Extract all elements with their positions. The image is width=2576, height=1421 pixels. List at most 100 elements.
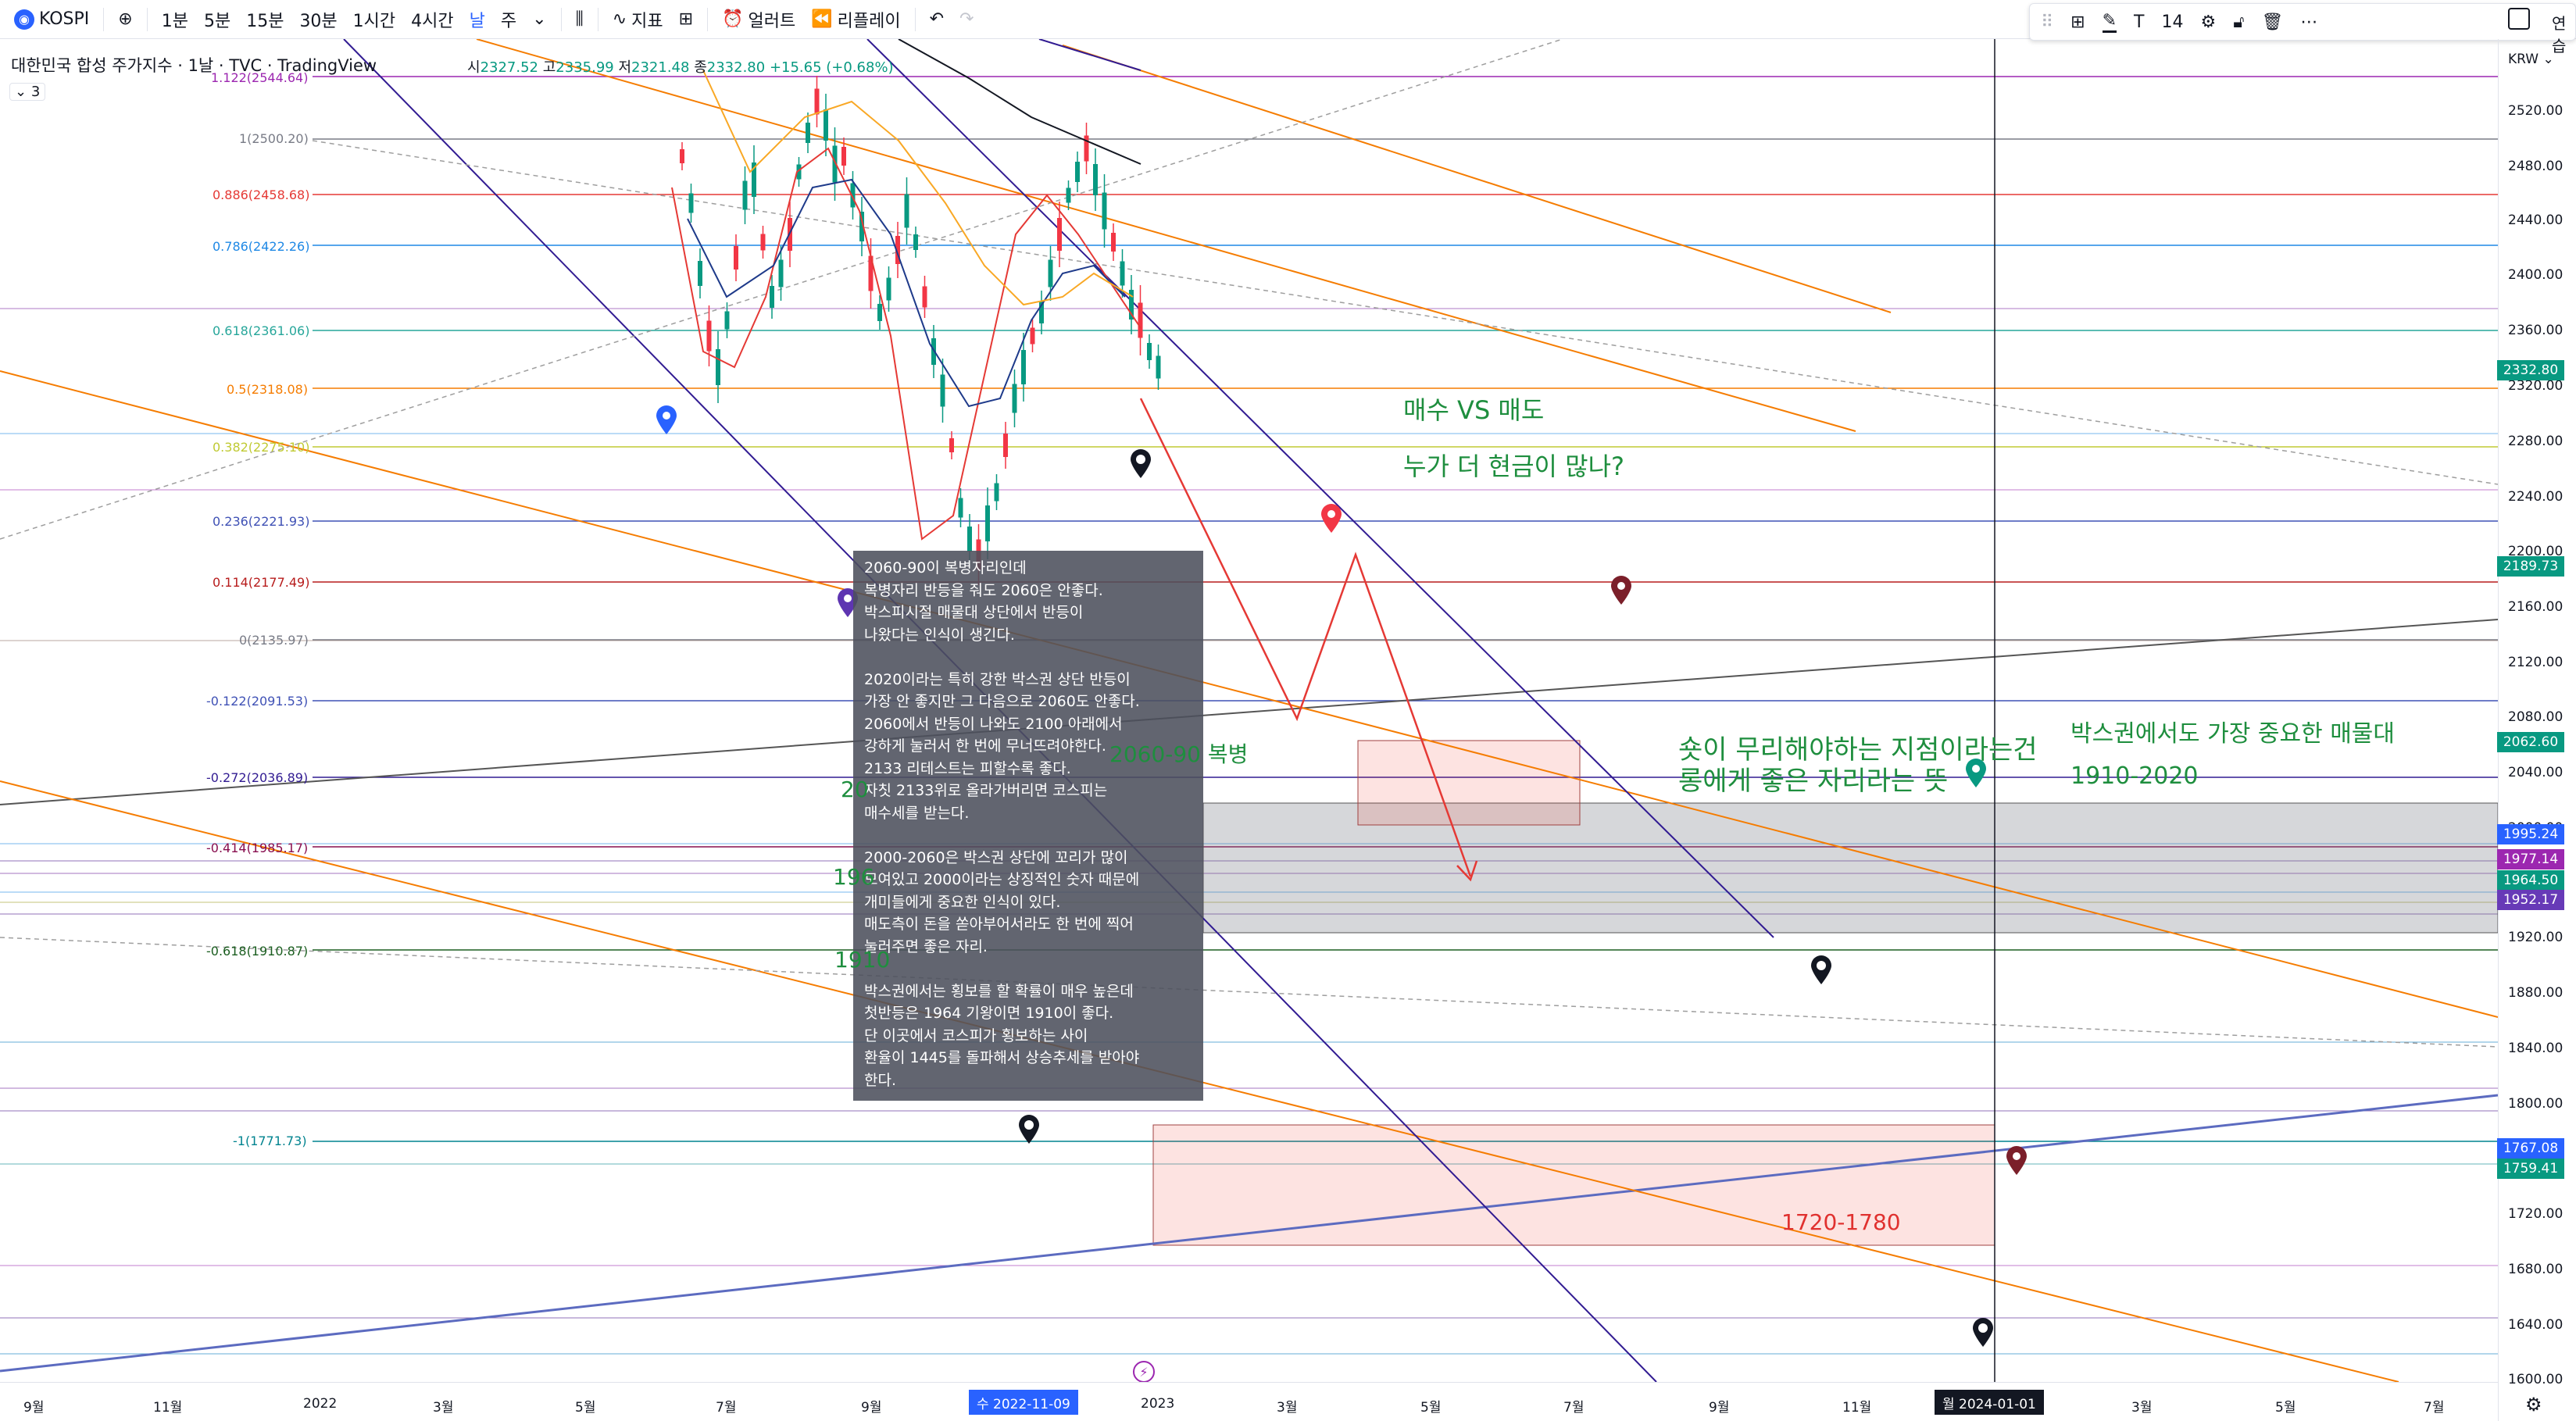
text-icon[interactable]: T xyxy=(2134,12,2145,32)
open-label: 시 xyxy=(467,59,481,76)
annotation-ambush-zone[interactable]: 2060-90 복병 xyxy=(1109,741,1249,767)
interval-day[interactable]: 날 xyxy=(469,11,485,31)
alerts-button[interactable]: ⏰ 얼러트 xyxy=(714,7,803,32)
toolbar-divider xyxy=(707,7,709,31)
interval-1m[interactable]: 1분 xyxy=(161,11,188,31)
trash-icon[interactable]: 🗑︎ xyxy=(2261,12,2284,32)
templates-button[interactable]: ⊞ xyxy=(671,9,701,29)
candle-body xyxy=(1039,302,1044,323)
time-axis-label: 9월 xyxy=(23,1400,45,1416)
pencil-color-icon[interactable]: ✎ xyxy=(2102,11,2117,33)
interval-dropdown-button[interactable]: ⌄ xyxy=(524,9,554,29)
candle-body xyxy=(698,261,702,286)
fib-label: 0.114(2177.49) xyxy=(213,575,310,590)
annotation-range-1720[interactable]: 1720-1780 xyxy=(1781,1209,1901,1235)
annotation-box-range[interactable]: 1910-2020 xyxy=(2070,762,2199,790)
candle-body xyxy=(716,349,720,385)
annotation-short-line1[interactable]: 숏이 무리해야하는 지점이라는건 xyxy=(1678,734,2038,766)
lock-icon[interactable]: 🔓︎ xyxy=(2233,12,2245,32)
candle-body xyxy=(734,246,738,270)
candle-body xyxy=(1084,135,1089,162)
fib-label: 0.886(2458.68) xyxy=(213,187,310,202)
compare-add-button[interactable]: ⊕ xyxy=(110,9,140,29)
ohlc-readout: 시2327.52 고2335.99 저2321.48 종2332.80 +15.… xyxy=(467,56,894,77)
candle-body xyxy=(796,164,802,180)
price-axis-label: 2400.00 xyxy=(2508,267,2563,283)
price-tag: 2189.73 xyxy=(2497,556,2564,577)
candle-body xyxy=(742,180,748,210)
fib-label: -0.272(2036.89) xyxy=(206,770,309,785)
chevron-down-icon: ⌄ xyxy=(15,84,27,100)
chart-symbol-title[interactable]: 대한민국 합성 주가지수 · 1날 · TVC · TradingView xyxy=(11,56,377,75)
moving-average-blue xyxy=(687,178,1126,408)
high-label: 고 xyxy=(542,59,556,76)
candle-body xyxy=(967,527,972,552)
chart-canvas[interactable] xyxy=(0,39,2498,1382)
pin-marker-red[interactable] xyxy=(1320,503,1343,534)
more-icon[interactable]: ⋯ xyxy=(2300,12,2318,32)
drag-handle-icon[interactable]: ⠿ xyxy=(2041,12,2054,32)
price-tag: 1952.17 xyxy=(2497,890,2564,910)
candle-body xyxy=(1057,218,1062,251)
time-axis-label: 2022 xyxy=(303,1396,338,1412)
pin-marker-teal[interactable] xyxy=(1964,758,1988,789)
candle-body xyxy=(859,212,864,241)
interval-30m[interactable]: 30분 xyxy=(299,11,338,31)
time-axis-label: 11월 xyxy=(1842,1400,1872,1416)
chart-settings-gear-icon[interactable]: ⚙ xyxy=(2525,1394,2542,1416)
replay-button[interactable]: ⏪ 리플레이 xyxy=(803,7,908,32)
pin-marker-black-2[interactable] xyxy=(1810,955,1833,986)
template-icon[interactable]: ⊞ xyxy=(2070,12,2085,32)
candle-body xyxy=(913,234,918,250)
annotation-level-196[interactable]: 196 xyxy=(833,864,875,890)
redo-button[interactable]: ↷ xyxy=(952,9,981,29)
time-axis-label: 5월 xyxy=(575,1400,596,1416)
indicator-count-toggle[interactable]: ⌄ 3 xyxy=(9,83,46,101)
tradingview-logo-icon: ◉ xyxy=(14,9,34,30)
alarm-clock-icon: ⏰ xyxy=(722,9,744,29)
interval-15m[interactable]: 15분 xyxy=(246,11,284,31)
candle-body xyxy=(922,286,927,308)
annotation-short-line2[interactable]: 롱에게 좋은 자리라는 뜻 xyxy=(1678,766,1949,797)
annotation-who-has-cash[interactable]: 누가 더 현금이 많나? xyxy=(1403,452,1625,481)
chart-type-button[interactable]: ⫼ xyxy=(568,9,591,29)
candle-body xyxy=(886,277,891,301)
candle-body xyxy=(778,259,784,287)
pin-marker-black-4[interactable] xyxy=(1971,1317,1995,1348)
undo-button[interactable]: ↶ xyxy=(922,9,952,29)
settings-gear-icon[interactable]: ⚙ xyxy=(2200,12,2217,32)
interval-week[interactable]: 주 xyxy=(500,11,517,31)
candles-icon: ⫼ xyxy=(575,9,584,29)
analysis-note-box[interactable]: 2060-90이 복병자리인데 복병자리 반등을 줘도 2060은 안좋다. 박스피… xyxy=(853,551,1203,1101)
pin-marker-blue[interactable] xyxy=(655,405,678,436)
pin-marker-black-3[interactable] xyxy=(1017,1114,1041,1145)
lightning-event-icon[interactable]: ⚡ xyxy=(1133,1361,1155,1383)
interval-5m[interactable]: 5분 xyxy=(203,11,231,31)
annotation-level-20[interactable]: 20 xyxy=(841,777,869,802)
pin-marker-darkred-2[interactable] xyxy=(2005,1145,2028,1176)
right-top-label: 연습 xyxy=(2552,14,2567,55)
candle-body xyxy=(1021,350,1026,384)
annotation-level-1910[interactable]: 1910 xyxy=(834,947,891,973)
annotation-box-important[interactable]: 박스권에서도 가장 중요한 매물대 xyxy=(2070,720,2396,748)
low-value: 2321.48 xyxy=(631,59,690,76)
currency-label[interactable]: KRW ⌄ xyxy=(2508,52,2554,67)
pin-marker-darkred-1[interactable] xyxy=(1610,575,1633,606)
candle-body xyxy=(1138,302,1143,338)
interval-1h[interactable]: 1시간 xyxy=(352,11,396,31)
symbol-search[interactable]: ◉ KOSPI xyxy=(6,9,97,30)
price-axis-label: 2240.00 xyxy=(2508,489,2563,505)
pin-marker-black-1[interactable] xyxy=(1129,448,1152,480)
time-axis-label: 3월 xyxy=(1277,1400,1298,1416)
pin-marker-purple[interactable] xyxy=(836,587,859,619)
note-line: 박스권에서는 횡보를 할 확률이 매우 높은데 xyxy=(864,982,1134,1000)
indicators-button[interactable]: ∿ 지표 xyxy=(605,7,671,32)
price-axis-label: 2440.00 xyxy=(2508,212,2563,228)
note-line: 단 이곳에서 코스피가 횡보하는 사이 xyxy=(864,1026,1088,1044)
annotation-buy-vs-sell[interactable]: 매수 VS 매도 xyxy=(1403,395,1545,425)
note-line: 나왔다는 인식이 생긴다. xyxy=(864,626,1015,644)
font-size-select[interactable]: 14 xyxy=(2161,12,2184,32)
fullscreen-square-icon[interactable] xyxy=(2508,8,2530,30)
interval-4h[interactable]: 4시간 xyxy=(411,11,454,31)
note-line: 2133 리테스트는 피할수록 좋다. xyxy=(864,759,1071,777)
